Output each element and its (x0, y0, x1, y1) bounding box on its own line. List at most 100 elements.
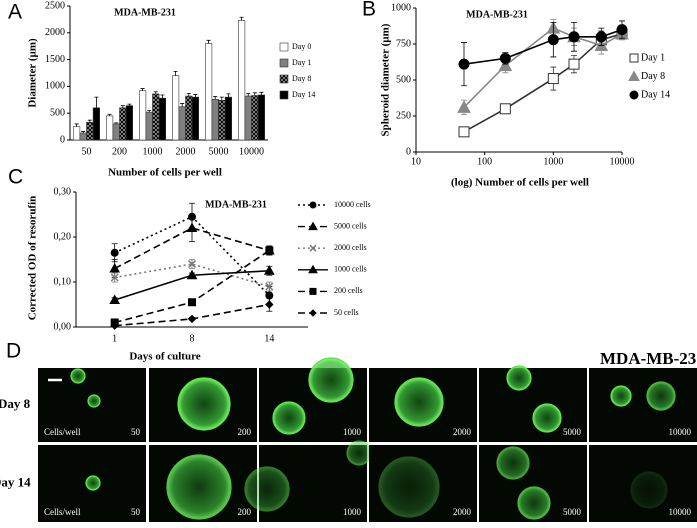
panel-letter: A (8, 1, 22, 24)
panel-title: MDA-MB-231 (600, 349, 697, 368)
bar (152, 93, 160, 141)
legend-label: 1000 cells (334, 265, 367, 274)
error-bar (213, 96, 218, 100)
bar (251, 95, 259, 141)
bar (178, 106, 186, 141)
y-tick-label: 0 (60, 134, 65, 145)
spheroid (532, 403, 562, 433)
error-bar (206, 39, 211, 44)
bar (119, 107, 127, 141)
marker (308, 221, 318, 231)
spheroid (166, 454, 232, 520)
legend-swatch (279, 42, 289, 52)
bar (73, 126, 81, 141)
x-axis-label: Number of cells per well (108, 167, 222, 179)
y-tick-label: 2500 (45, 0, 65, 11)
y-axis-label: Corrected OD of resorufin (27, 196, 39, 321)
error-bar (252, 92, 257, 96)
row-label: Day 14 (0, 474, 31, 489)
bar (106, 115, 114, 141)
bar (139, 90, 147, 141)
marker (568, 58, 580, 70)
bar (158, 97, 167, 141)
error-bar (120, 105, 125, 108)
x-tick-label: 10000 (610, 156, 635, 167)
error-bar (186, 92, 191, 97)
corner-label: Cells/well (44, 507, 81, 517)
legend-label: Day 0 (292, 42, 311, 51)
cell-count-label: 1000 (343, 427, 362, 437)
marker (547, 34, 559, 46)
bar (92, 107, 100, 141)
spheroid (87, 394, 101, 408)
y-tick-label: 750 (396, 38, 411, 49)
spheroid (496, 446, 530, 480)
x-tick-label: 5000 (209, 146, 229, 157)
x-tick-label: 2000 (176, 146, 196, 157)
legend-label: Day 8 (292, 74, 311, 83)
error-bar (239, 16, 244, 21)
marker (458, 126, 470, 138)
legend-label: 2000 cells (334, 243, 367, 252)
x-tick-label: 10000 (239, 146, 264, 157)
error-bar (180, 103, 185, 107)
cell-count-label: 2000 (453, 427, 472, 437)
y-tick-label: 0,30 (54, 186, 72, 197)
error-bar (219, 96, 224, 101)
error-bar (127, 103, 132, 106)
y-axis-label: Diameter (µm) (27, 38, 39, 108)
marker (187, 314, 197, 324)
error-bar (193, 94, 198, 98)
y-tick-label: 250 (396, 110, 411, 121)
bar (79, 132, 87, 141)
spheroid (630, 471, 668, 509)
x-tick-label: 200 (112, 146, 127, 157)
y-axis-label: Spheroid diameter (µm) (380, 23, 392, 136)
marker (265, 282, 274, 291)
marker (499, 52, 511, 64)
cell-count-label: 200 (238, 507, 252, 517)
marker (110, 321, 119, 330)
panel-letter: B (362, 0, 376, 21)
chart-title: MDA-MB-231 (466, 9, 528, 20)
marker (265, 300, 274, 309)
cell-count-label: 5000 (563, 427, 582, 437)
marker (457, 100, 471, 113)
cell-count-label: 10000 (669, 427, 692, 437)
y-tick-label: 0 (406, 146, 411, 157)
marker (309, 287, 317, 295)
y-tick-label: 500 (396, 74, 411, 85)
cell-count-label: 5000 (563, 507, 582, 517)
error-bar (226, 93, 231, 98)
cell-count-label: 10000 (669, 507, 692, 517)
spheroid (394, 377, 444, 427)
y-tick-label: 1000 (391, 2, 411, 13)
error-bar (246, 92, 251, 97)
x-tick-label: 1000 (543, 156, 563, 167)
cell-count-label: 50 (131, 507, 141, 517)
cell-count-label: 2000 (453, 507, 472, 517)
bar (172, 75, 180, 141)
error-bar (160, 94, 165, 99)
error-bar (259, 91, 264, 95)
x-axis-label: Days of culture (129, 351, 200, 363)
bar (244, 95, 252, 141)
error-bar (153, 91, 158, 94)
x-tick-label: 10 (411, 156, 421, 167)
error-bar (173, 70, 178, 76)
marker (498, 58, 513, 72)
panel-letter: C (8, 166, 23, 189)
x-tick-label: 1 (112, 333, 117, 344)
y-tick-label: 500 (50, 107, 65, 118)
spheroid (506, 365, 532, 391)
marker (309, 244, 317, 252)
legend-label: 50 cells (334, 308, 359, 317)
x-tick-label: 8 (190, 333, 195, 344)
error-bar (94, 96, 99, 108)
spheroid (272, 401, 306, 435)
bar (86, 122, 94, 141)
marker (616, 24, 628, 36)
legend-swatch (279, 58, 289, 68)
legend-label: 10000 cells (334, 200, 371, 209)
